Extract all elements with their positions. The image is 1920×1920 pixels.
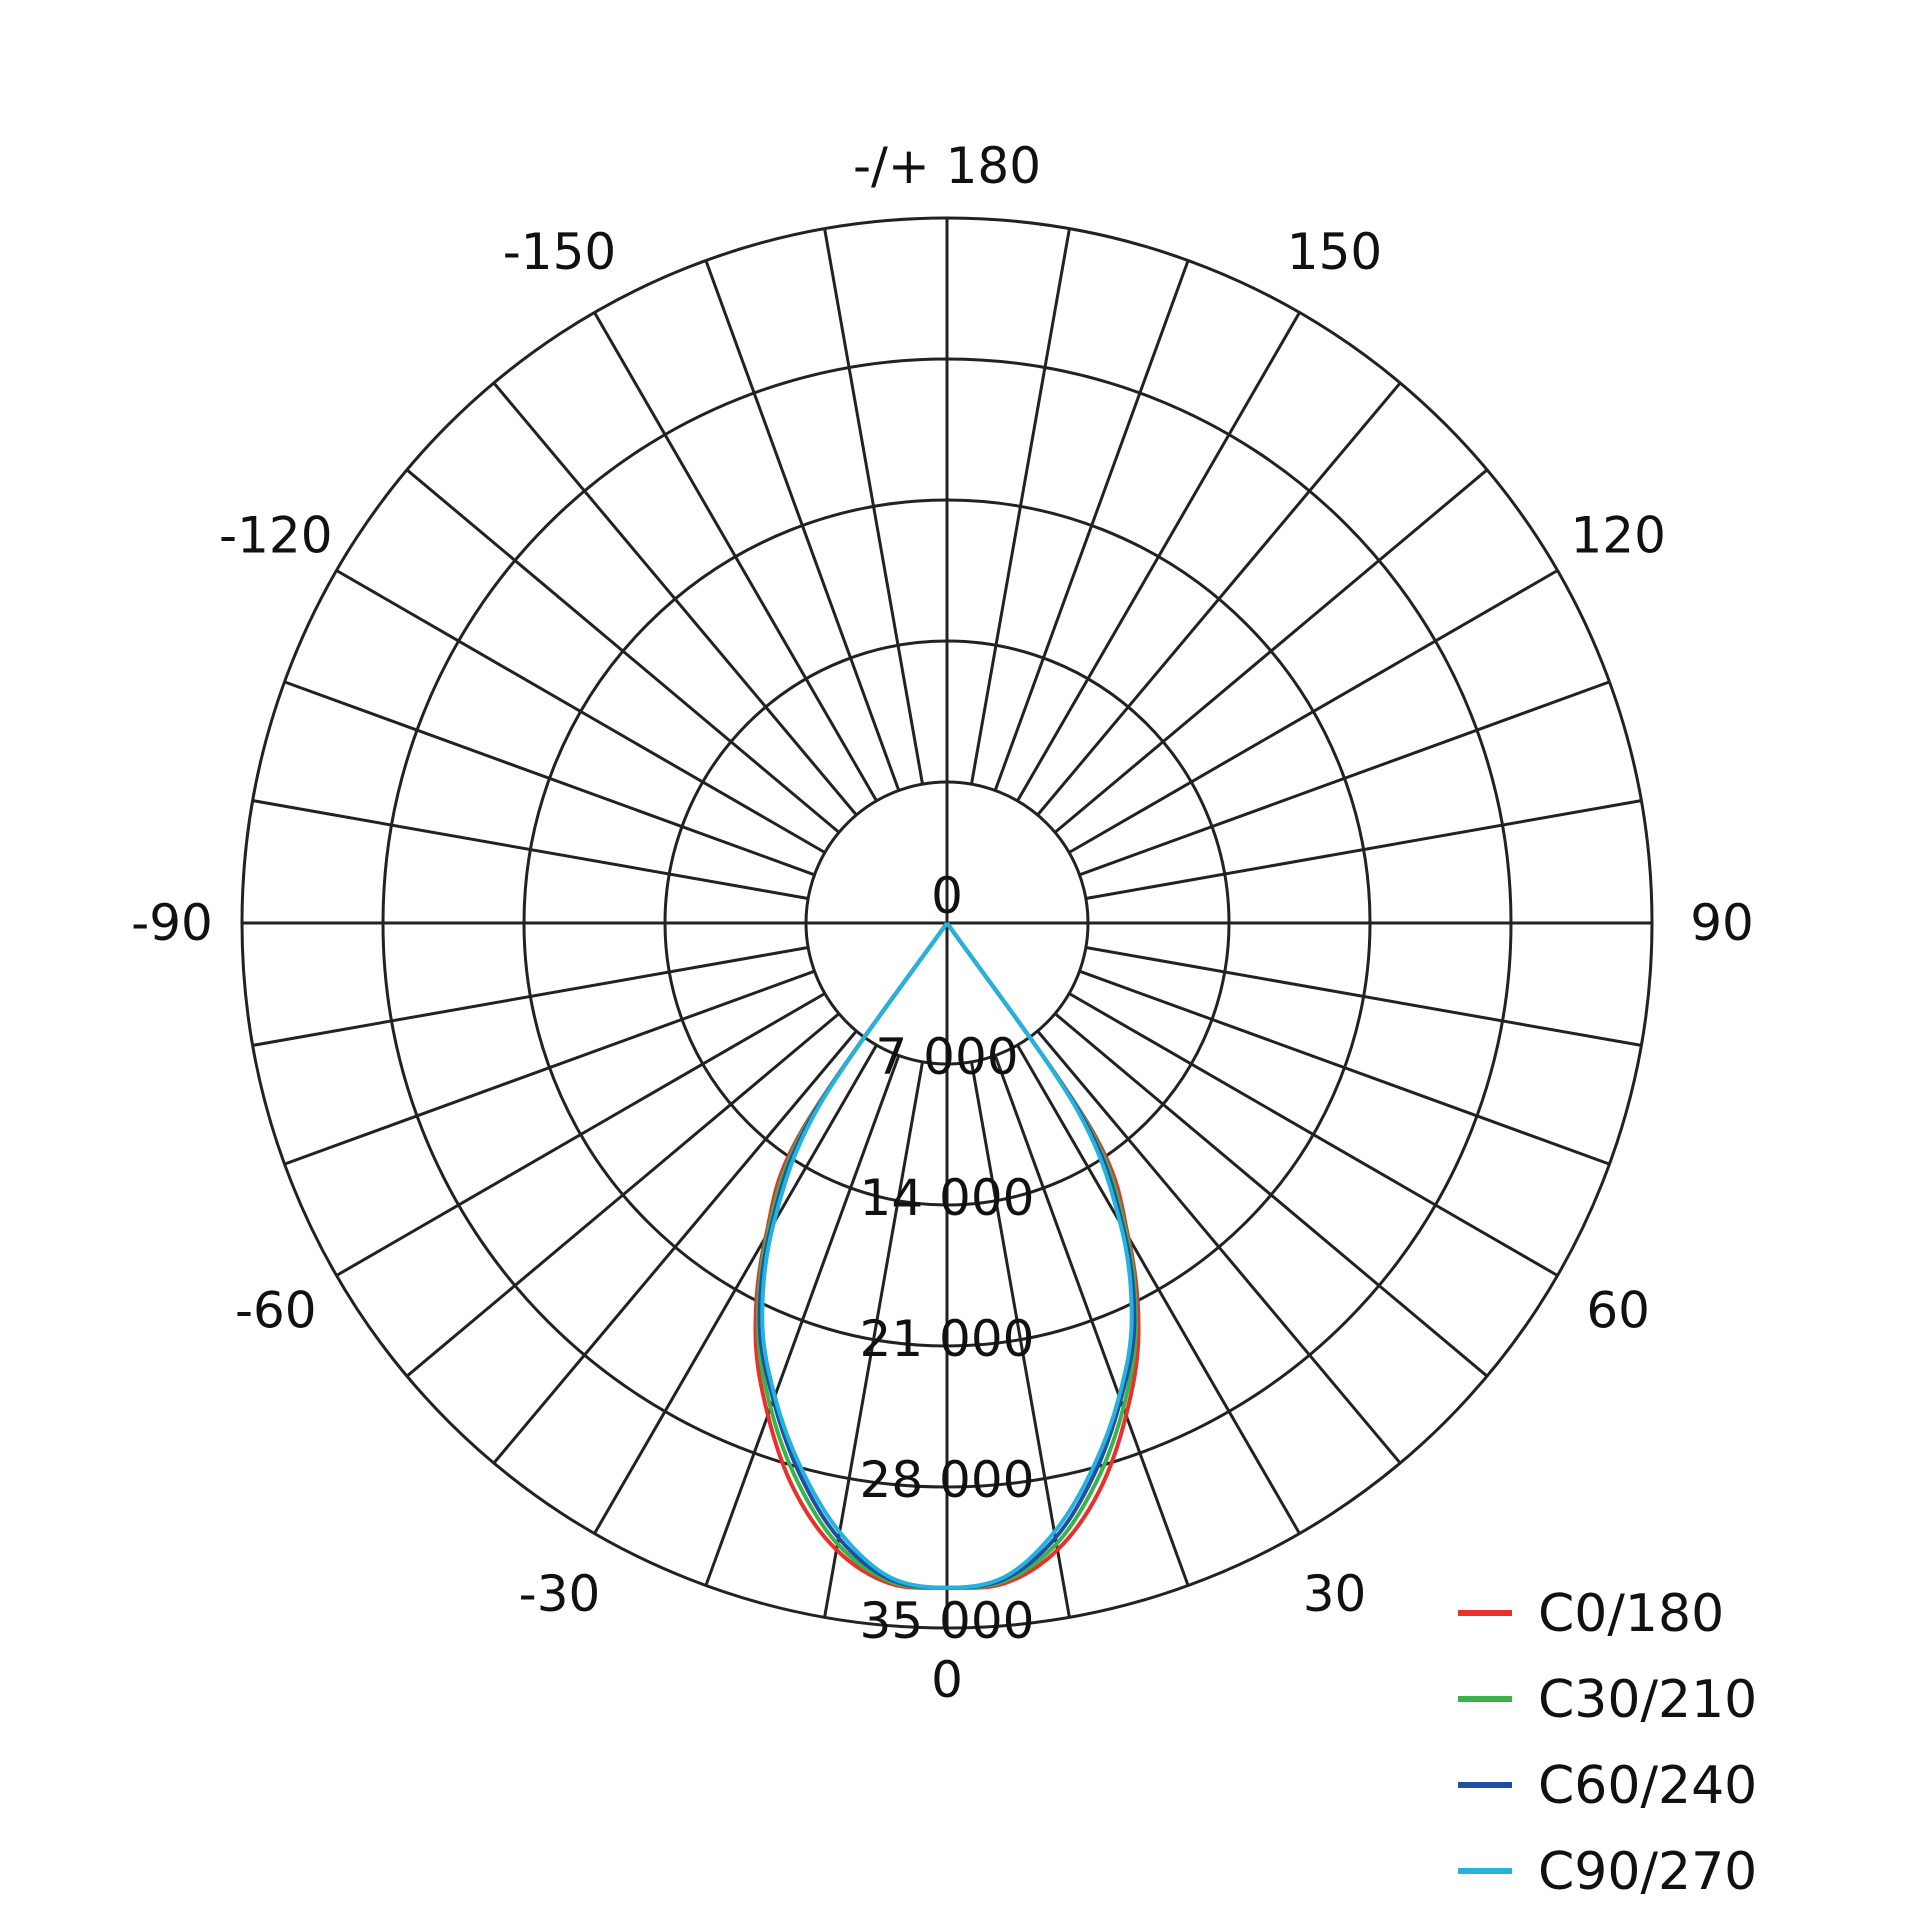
grid-spoke (405, 468, 840, 834)
grid-spoke (704, 1054, 901, 1587)
angle-tick-label: -120 (219, 507, 332, 565)
angle-tick-label: -30 (519, 1565, 601, 1623)
grid-spoke (1016, 1044, 1301, 1535)
grid-spoke (335, 569, 826, 854)
grid-spoke (1016, 311, 1301, 802)
legend-label: C30/210 (1538, 1670, 1757, 1730)
grid-spoke (1085, 799, 1642, 900)
grid-spoke (1036, 381, 1402, 816)
radial-tick-label: 35 000 (860, 1592, 1035, 1650)
grid-spoke (1078, 969, 1611, 1166)
radial-tick-label: 21 000 (860, 1310, 1035, 1368)
angle-labels: -/+ 180 150 120 90 60 30 0 -30 -60 -90 -120 -150 (131, 137, 1754, 1709)
grid-spoke (593, 311, 878, 802)
radial-tick-label: 14 000 (860, 1169, 1035, 1227)
grid-spoke (1054, 1012, 1489, 1378)
grid-spoke (283, 969, 816, 1166)
legend-label: C90/270 (1538, 1842, 1757, 1902)
grid-spoke (405, 1012, 840, 1378)
angle-tick-label: 150 (1287, 223, 1382, 281)
angle-tick-label: 120 (1570, 507, 1665, 565)
grid-spoke (252, 946, 809, 1047)
angle-tick-label: 90 (1690, 894, 1754, 952)
series-lines (753, 921, 1141, 1590)
grid-spoke (993, 259, 1190, 792)
grid-spoke (1036, 1030, 1402, 1465)
legend: C0/180 C30/210 C60/240 C90/270 (1458, 1584, 1757, 1902)
grid-spokes (242, 218, 1652, 1628)
angle-tick-label: 60 (1586, 1282, 1650, 1340)
grid-spoke (1078, 680, 1611, 877)
grid-spoke (492, 381, 858, 816)
angle-tick-label: -60 (235, 1282, 317, 1340)
grid-spoke (1068, 992, 1559, 1277)
series-line-c90-270 (760, 921, 1134, 1590)
grid-spoke (970, 1061, 1071, 1618)
grid-spoke (283, 680, 816, 877)
angle-tick-label: -90 (131, 894, 213, 952)
grid-spoke (252, 799, 809, 900)
grid-spoke (993, 1054, 1190, 1587)
grid-spoke (704, 259, 901, 792)
legend-label: C0/180 (1538, 1584, 1724, 1644)
radial-tick-label: 0 (931, 867, 963, 925)
grid-spoke (1085, 946, 1642, 1047)
ring-labels: 0 7 000 14 000 21 000 28 000 35 000 (860, 867, 1035, 1650)
grid-spoke (970, 228, 1071, 785)
grid-spoke (492, 1030, 858, 1465)
grid-spoke (1054, 468, 1489, 834)
grid-spoke (823, 1061, 924, 1618)
angle-tick-label: 0 (931, 1651, 963, 1709)
grid-spoke (335, 992, 826, 1277)
legend-label: C60/240 (1538, 1756, 1757, 1816)
grid-spoke (593, 1044, 878, 1535)
grid-spoke (823, 228, 924, 785)
grid-spoke (1068, 569, 1559, 854)
radial-tick-label: 28 000 (860, 1451, 1035, 1509)
angle-tick-label: -/+ 180 (853, 137, 1041, 195)
angle-tick-label: 30 (1303, 1565, 1367, 1623)
radial-tick-label: 7 000 (875, 1028, 1018, 1086)
angle-tick-label: -150 (503, 223, 616, 281)
